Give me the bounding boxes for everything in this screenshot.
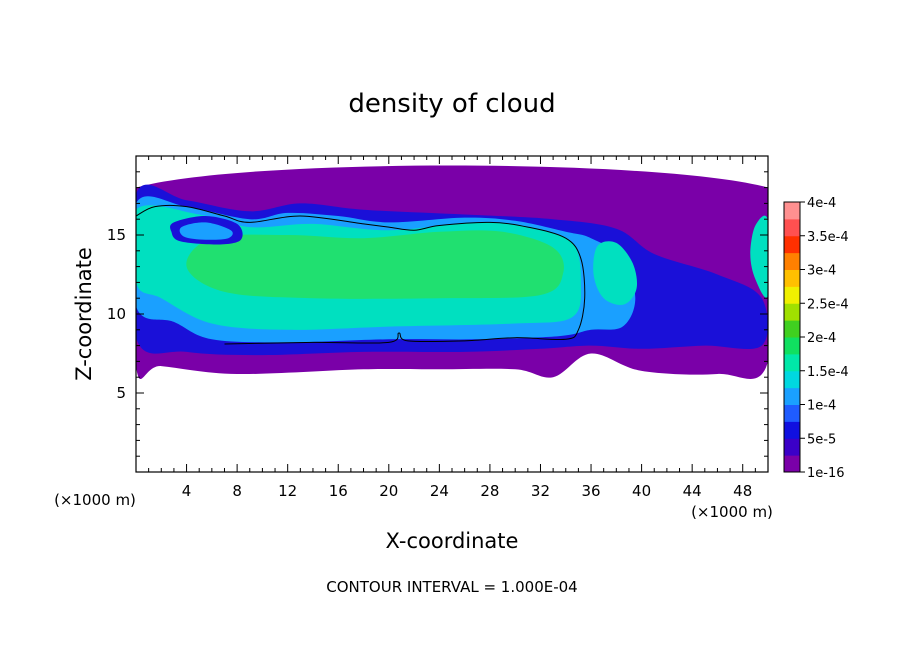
colorbar-label: 4e-4 (807, 196, 836, 211)
colorbar-swatch (784, 421, 800, 439)
x-tick-label: 48 (733, 482, 752, 500)
contour-line-1e-4 (136, 204, 586, 345)
colorbar-label: 3.5e-4 (807, 230, 849, 245)
colorbar-swatch (784, 202, 800, 220)
y-tick-label: 15 (107, 226, 126, 244)
colorbar-swatch (784, 370, 800, 389)
colorbar-swatch (784, 337, 800, 355)
density-region-1.5e-4-5 (593, 241, 638, 305)
plot-area (136, 165, 768, 380)
colorbar-label: 3e-4 (807, 264, 836, 279)
x-axis-label: X-coordinate (386, 529, 519, 553)
x-tick-label: 4 (182, 482, 192, 500)
colorbar: 4e-4 3.5e-4 3e-4 2.5e-4 2e-4 1.5e-4 1e-4 5e-5 1e… (783, 196, 849, 481)
density-region-2e-4-4 (186, 230, 564, 299)
y-unit-label: (×1000 m) (54, 491, 136, 509)
x-tick-label: 44 (683, 482, 702, 500)
x-tick-label: 32 (531, 482, 550, 500)
contour-interval-note: CONTOUR INTERVAL = 1.000E-04 (326, 578, 577, 596)
colorbar-swatch (784, 455, 800, 473)
colorbar-swatch (784, 286, 800, 304)
colorbar-swatch (784, 387, 800, 406)
colorbar-swatch (784, 353, 800, 372)
x-axis-ticks: 4 8 12 16 20 24 28 32 36 40 44 48 (148, 156, 756, 500)
x-tick-label: 12 (278, 482, 297, 500)
colorbar-swatch (784, 269, 800, 287)
colorbar-swatch (784, 218, 800, 237)
x-tick-label: 8 (232, 482, 242, 500)
colorbar-swatch (784, 320, 800, 338)
density-fill-layer (136, 165, 768, 380)
x-tick-label: 24 (430, 482, 449, 500)
density-region-1.5e-4-6 (750, 215, 768, 298)
chart-title: density of cloud (348, 89, 555, 119)
density-region-1e-4-8 (179, 222, 233, 240)
colorbar-label: 1.5e-4 (807, 365, 849, 380)
colorbar-label: 1e-4 (807, 399, 836, 414)
colorbar-swatch (784, 303, 800, 321)
x-tick-label: 40 (632, 482, 651, 500)
y-tick-label: 5 (116, 384, 126, 402)
x-unit-label: (×1000 m) (691, 503, 773, 521)
colorbar-label: 1e-16 (807, 466, 845, 481)
x-tick-label: 28 (480, 482, 499, 500)
colorbar-label: 2.5e-4 (807, 297, 849, 312)
y-axis-ticks: 5 10 15 (107, 171, 768, 457)
colorbar-swatch (784, 404, 800, 422)
y-tick-label: 10 (107, 305, 126, 323)
x-tick-label: 36 (581, 482, 600, 500)
y-axis-label: Z-coordinate (72, 247, 96, 381)
x-tick-label: 20 (379, 482, 398, 500)
x-tick-label: 16 (329, 482, 348, 500)
colorbar-swatch (784, 252, 800, 271)
colorbar-label: 5e-5 (807, 432, 836, 447)
colorbar-label: 2e-4 (807, 331, 836, 346)
colorbar-swatch (784, 438, 800, 456)
colorbar-swatch (784, 235, 800, 254)
